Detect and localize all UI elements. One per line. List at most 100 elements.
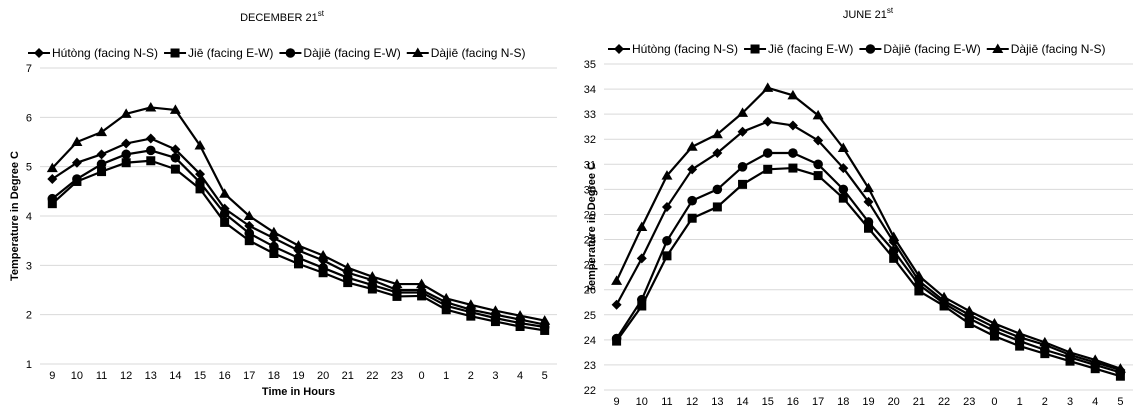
x-tick-label: 11 — [96, 370, 107, 382]
data-point — [1014, 336, 1025, 346]
x-tick-label: 0 — [419, 370, 425, 382]
y-tick-label: 31 — [584, 159, 596, 171]
series-2 — [611, 148, 1126, 378]
data-point — [662, 235, 672, 246]
y-tick-label: 28 — [584, 235, 596, 247]
data-point — [838, 163, 849, 174]
data-point — [170, 144, 181, 155]
data-point — [762, 82, 774, 92]
data-point — [170, 152, 181, 163]
data-point — [661, 170, 673, 180]
data-point — [515, 318, 525, 328]
data-point — [342, 272, 353, 283]
data-point — [636, 221, 648, 231]
data-point — [787, 120, 798, 131]
data-point — [391, 278, 403, 289]
legend-marker-square — [750, 44, 760, 54]
data-point — [441, 300, 452, 311]
x-tick-label: 3 — [1067, 396, 1073, 405]
y-tick-label: 24 — [584, 335, 596, 347]
data-point — [96, 159, 107, 169]
legend-marker-square — [170, 48, 180, 58]
data-point — [195, 184, 205, 194]
data-point — [711, 128, 723, 139]
x-tick-label: 9 — [614, 396, 620, 405]
data-point — [687, 213, 697, 223]
y-tick-label: 22 — [584, 385, 596, 397]
data-point — [318, 268, 328, 278]
legend-label: Dàjiē (facing E-W) — [303, 46, 400, 60]
data-point — [762, 148, 773, 158]
x-tick-label: 23 — [963, 396, 975, 405]
series-2 — [47, 145, 550, 332]
x-tick-label: 21 — [342, 370, 354, 382]
x-tick-label: 15 — [194, 370, 206, 382]
data-point — [47, 193, 58, 204]
data-point — [687, 164, 698, 175]
x-tick-label: 1 — [443, 370, 449, 382]
data-point — [687, 195, 697, 206]
data-point — [838, 184, 849, 195]
data-point — [738, 179, 748, 189]
data-point — [737, 107, 749, 117]
data-point — [244, 228, 255, 239]
data-point — [269, 241, 279, 252]
legend: Hútòng (facing N-S) Jiē (facing E-W) Dàjiē… — [608, 42, 1105, 56]
legend-label: Dàjiē (facing N-S) — [1011, 42, 1106, 56]
x-tick-label: 0 — [991, 396, 997, 405]
x-tick-label: 14 — [736, 396, 748, 405]
data-point — [611, 275, 623, 285]
data-point — [342, 262, 354, 272]
chart-title-text: DECEMBER 21 — [240, 12, 318, 24]
data-point — [1039, 336, 1051, 347]
x-tick-label: 9 — [49, 370, 55, 382]
x-tick-label: 13 — [145, 370, 157, 382]
data-point — [392, 287, 402, 298]
data-point — [416, 278, 428, 289]
data-point — [46, 162, 58, 173]
x-tick-label: 19 — [862, 396, 874, 405]
data-point — [219, 208, 230, 219]
x-tick-label: 5 — [542, 370, 548, 382]
series-3 — [46, 101, 551, 325]
data-point — [989, 326, 1000, 336]
data-point — [863, 217, 874, 227]
data-point — [938, 291, 950, 302]
data-point — [120, 108, 132, 118]
data-point — [662, 251, 672, 261]
y-tick-label: 25 — [584, 310, 596, 322]
y-tick-label: 27 — [584, 260, 596, 272]
data-point — [1015, 341, 1025, 351]
data-point — [611, 333, 622, 344]
chart-title-superscript: st — [887, 6, 894, 15]
data-point — [964, 319, 974, 329]
data-point — [914, 286, 924, 296]
data-point — [71, 157, 82, 168]
data-point — [195, 169, 206, 180]
x-tick-label: 16 — [219, 370, 231, 382]
data-point — [268, 226, 280, 237]
data-point — [71, 136, 83, 146]
data-point — [813, 135, 824, 146]
data-point — [636, 253, 647, 264]
legend-label: Jiē (facing E-W) — [768, 42, 853, 56]
legend-marker-circle — [865, 44, 876, 54]
data-point — [194, 139, 206, 150]
x-tick-label: 10 — [636, 396, 648, 405]
data-point — [539, 322, 550, 332]
x-tick-label: 10 — [71, 370, 83, 382]
data-point — [47, 174, 58, 184]
data-point — [121, 138, 132, 149]
chart-title-superscript: st — [318, 9, 325, 18]
data-point — [145, 101, 157, 112]
y-tick-label: 33 — [584, 109, 596, 121]
chart-title-text: JUNE 21 — [843, 9, 887, 21]
legend-marker-diamond — [614, 44, 624, 54]
data-point — [293, 240, 304, 250]
data-point — [762, 116, 773, 127]
data-point — [863, 196, 874, 207]
data-point — [1040, 345, 1050, 355]
data-point — [220, 217, 230, 227]
data-point — [489, 305, 501, 315]
